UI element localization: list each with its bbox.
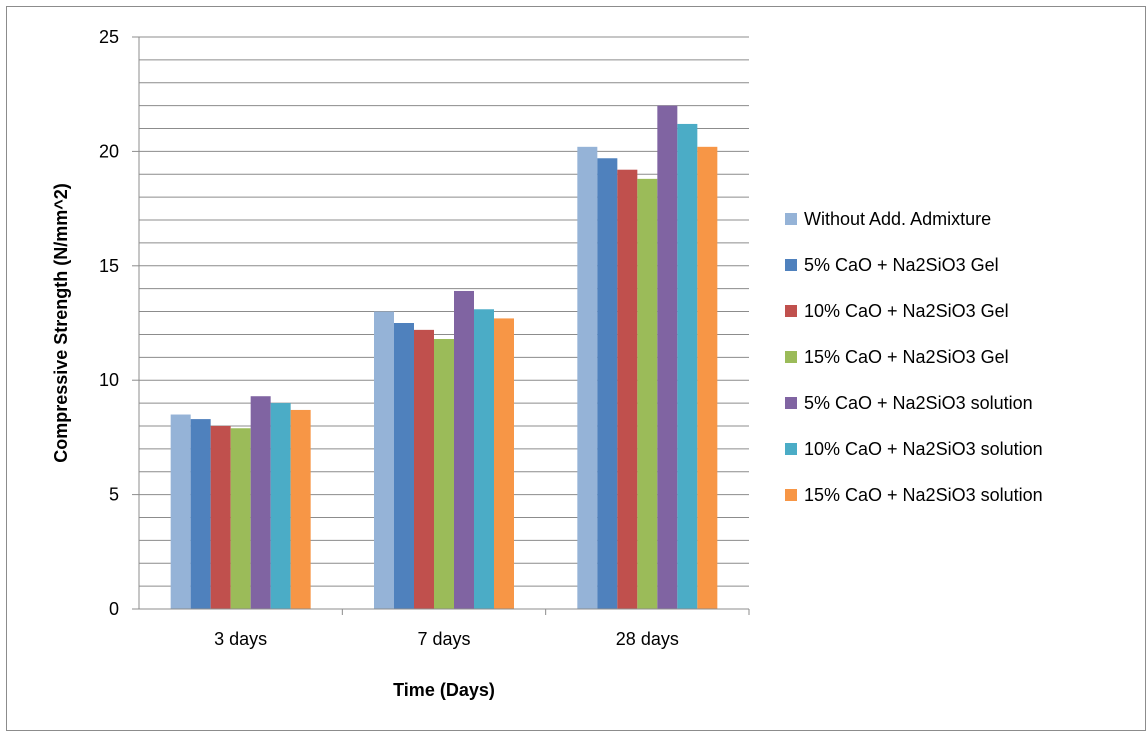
chart-frame: 0 5 10 15 20 25 3 days 7 days 28 days Compressi…: [6, 6, 1146, 731]
bar: [597, 158, 618, 609]
bar-chart: 0 5 10 15 20 25 3 days 7 days 28 days Compressi…: [51, 27, 1043, 700]
y-tick-label: 25: [99, 27, 119, 47]
bar: [374, 311, 394, 609]
legend-label: 5% CaO + Na2SiO3 solution: [804, 393, 1033, 413]
bar: [434, 339, 454, 609]
bar: [414, 329, 434, 609]
y-axis-title: Compressive Strength (N/mm^2): [51, 183, 71, 463]
x-tick-labels: 3 days 7 days 28 days: [214, 629, 679, 649]
legend-label: 15% CaO + Na2SiO3 solution: [804, 485, 1043, 505]
bar: [230, 428, 251, 609]
legend-swatch: [785, 213, 797, 225]
x-axis-title: Time (Days): [393, 680, 495, 700]
bar: [250, 396, 271, 609]
bar: [170, 414, 191, 609]
y-tick-label: 5: [109, 485, 119, 505]
legend-swatch: [785, 443, 797, 455]
y-tick-label: 20: [99, 141, 119, 161]
legend-label: 10% CaO + Na2SiO3 Gel: [804, 301, 1009, 321]
x-tick-label: 28 days: [616, 629, 679, 649]
bar: [454, 290, 474, 609]
legend-label: 15% CaO + Na2SiO3 Gel: [804, 347, 1009, 367]
bar: [394, 323, 414, 609]
legend-label: 10% CaO + Na2SiO3 solution: [804, 439, 1043, 459]
axes: [132, 36, 750, 615]
legend-swatch: [785, 351, 797, 363]
legend-swatch: [785, 305, 797, 317]
bar: [210, 425, 231, 609]
bar: [657, 105, 678, 609]
y-tick-label: 15: [99, 256, 119, 276]
bar: [290, 409, 311, 609]
legend-swatch: [785, 489, 797, 501]
legend-swatch: [785, 259, 797, 271]
bar: [637, 178, 658, 609]
legend: Without Add. Admixture 5% CaO + Na2SiO3 G…: [785, 209, 1043, 505]
legend-label: Without Add. Admixture: [804, 209, 991, 229]
x-tick-label: 3 days: [214, 629, 267, 649]
y-tick-labels: 0 5 10 15 20 25: [99, 27, 119, 619]
bar: [577, 146, 598, 609]
legend-label: 5% CaO + Na2SiO3 Gel: [804, 255, 999, 275]
y-tick-label: 10: [99, 370, 119, 390]
bar: [474, 309, 494, 609]
x-tick-label: 7 days: [417, 629, 470, 649]
bar: [190, 419, 211, 609]
bar: [617, 169, 638, 610]
bar: [697, 146, 718, 609]
bars: [170, 105, 718, 610]
bar: [494, 318, 514, 609]
bar: [270, 403, 291, 609]
bar: [677, 123, 698, 609]
y-tick-label: 0: [109, 599, 119, 619]
legend-swatch: [785, 397, 797, 409]
